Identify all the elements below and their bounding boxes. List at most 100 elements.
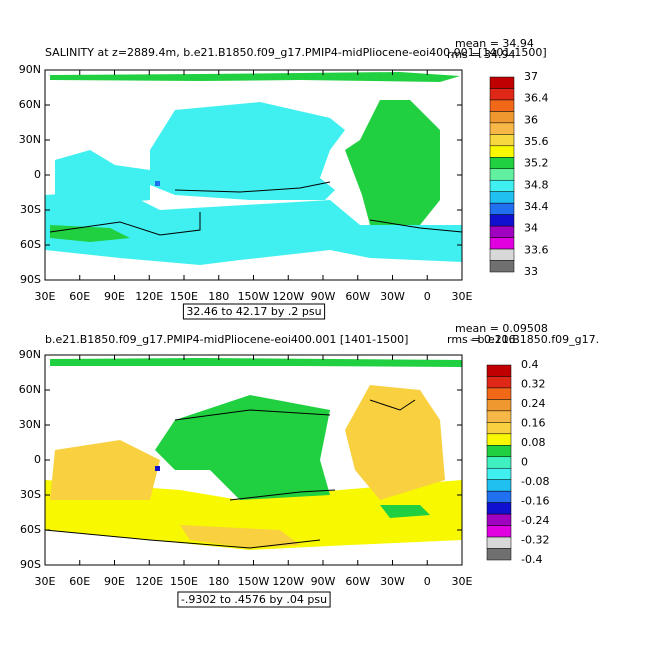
colorbar-label: -0.32 [521,534,549,547]
y-tick-label: 30N [19,418,41,431]
x-tick-label: 90W [311,290,336,303]
x-tick-label: 180 [208,575,229,588]
colorbar-box [489,88,515,101]
colorbar-label: 36.4 [524,92,549,105]
colorbar-box [486,445,512,458]
x-tick-label: 150E [170,290,198,303]
colorbar-box [486,479,512,492]
mean-label: mean = 34.94 [455,37,534,50]
rms-label: rms = 34.94 [447,48,515,61]
colorbar-label: 0.24 [521,397,546,410]
colorbar-box [489,191,515,204]
colorbar-label: 33 [524,265,538,278]
colorbar-box [486,456,512,469]
x-tick-label: 30W [380,290,405,303]
y-tick-label: 60N [19,98,41,111]
colorbar-label: 37 [524,70,538,83]
colorbar-label: 0.32 [521,378,546,391]
y-tick-label: 90N [19,63,41,76]
colorbar-label: 0.4 [521,358,539,371]
colorbar-label: 0.08 [521,436,546,449]
x-tick-label: 30E [35,575,56,588]
x-tick-label: 0 [424,290,431,303]
mean-label: mean = 0.09508 [455,322,548,335]
x-tick-label: 0 [424,575,431,588]
x-tick-label: 150W [238,575,270,588]
info-box [182,303,326,320]
y-tick-label: 0 [34,168,41,181]
x-tick-label: 120E [135,290,163,303]
colorbar-box [486,399,512,412]
colorbar-label: 34.8 [524,178,549,191]
colorbar-box [486,433,512,446]
colorbar-label: 34 [524,222,538,235]
x-tick-label: 60E [69,290,90,303]
rms-label: rms = 0.106 [447,333,515,346]
colorbar-label: 36 [524,113,538,126]
colorbar-box [489,202,515,215]
x-tick-label: 180 [208,290,229,303]
colorbar-box [489,214,515,227]
info-label: 32.46 to 42.17 by .2 psu [186,305,321,318]
colorbar-box [489,157,515,170]
colorbar-box [486,376,512,389]
x-tick-label: 150E [170,575,198,588]
colorbar-label: 33.6 [524,243,549,256]
x-tick-label: 30E [35,290,56,303]
colorbar-label: 0 [521,456,528,469]
colorbar-box [486,548,512,561]
colorbar-box [486,536,512,549]
y-tick-label: 90S [20,558,41,571]
info-box [177,591,331,608]
colorbar-box [489,99,515,112]
plot-title: SALINITY at z=2889.4m, b.e21.B1850.f09_g… [45,46,547,59]
x-tick-label: 60W [345,575,370,588]
colorbar-box [489,134,515,147]
y-tick-label: 0 [34,453,41,466]
y-tick-label: 30N [19,133,41,146]
map-field [44,358,462,550]
colorbar-label: -0.08 [521,475,549,488]
x-tick-label: 60W [345,290,370,303]
x-tick-label: 90E [104,290,125,303]
x-tick-label: 90E [104,575,125,588]
x-tick-label: 120W [272,290,304,303]
colorbar-label: -0.16 [521,495,549,508]
colorbar-label: 0.16 [521,417,546,430]
colorbar-box [486,502,512,515]
colorbar-box [489,260,515,273]
colorbar-box [486,525,512,538]
colorbar-box [486,513,512,526]
colorbar-label: 35.2 [524,157,549,170]
x-tick-label: 150W [238,290,270,303]
plot-title: b.e21.B1850.f09_g17.PMIP4-midPliocene-eo… [45,333,408,346]
colorbar-box [489,145,515,158]
colorbar-box [486,387,512,400]
colorbar-box [489,225,515,238]
y-tick-label: 90N [19,348,41,361]
y-tick-label: 60N [19,383,41,396]
y-tick-label: 30S [20,203,41,216]
plot-title-right: - b.e21.B1850.f09_g17. [470,333,599,346]
colorbar-box [486,467,512,480]
x-tick-label: 90W [311,575,336,588]
y-tick-label: 90S [20,273,41,286]
colorbar-label: 35.6 [524,135,549,148]
info-label: -.9302 to .4576 by .04 psu [181,593,327,606]
x-tick-label: 120W [272,575,304,588]
colorbar-box [486,490,512,503]
colorbar-box [489,76,515,89]
x-tick-label: 30W [380,575,405,588]
y-tick-label: 60S [20,238,41,251]
colorbar-box [489,248,515,261]
colorbar-box [486,364,512,377]
colorbar-box [489,168,515,181]
colorbar-box [489,179,515,192]
colorbar-box [489,111,515,124]
colorbar-label: 34.4 [524,200,549,213]
x-tick-label: 30E [452,290,473,303]
x-tick-label: 120E [135,575,163,588]
y-tick-label: 30S [20,488,41,501]
colorbar-label: -0.24 [521,514,549,527]
